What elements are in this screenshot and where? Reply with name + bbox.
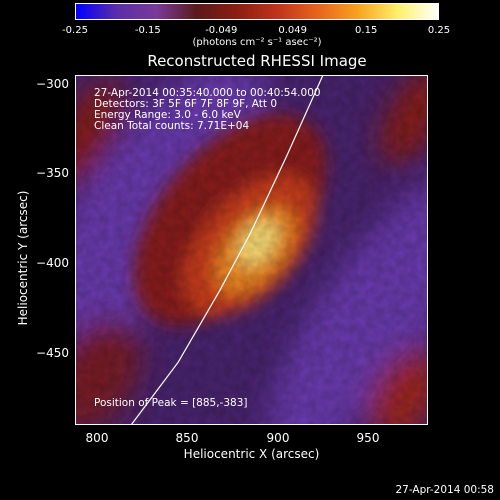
- x-tick-label: 850: [175, 431, 199, 445]
- peak-position-label: Position of Peak = [885,-383]: [94, 397, 248, 409]
- chart-title: Reconstructed RHESSI Image: [147, 52, 367, 70]
- rhessi-map-image: [75, 75, 428, 425]
- x-tick-label: 950: [356, 431, 380, 445]
- colorbar-tick: 0.25: [427, 25, 451, 36]
- y-tick-label: −400: [36, 256, 69, 270]
- colorbar-tick: -0.15: [134, 25, 161, 36]
- x-axis-label: Heliocentric X (arcsec): [183, 447, 320, 461]
- colorbar-tick: -0.25: [62, 25, 88, 36]
- y-axis-label: Heliocentric Y (arcsec): [16, 190, 30, 326]
- y-tick-label: −350: [36, 166, 69, 180]
- footer-timestamp: 27-Apr-2014 00:58: [395, 484, 494, 496]
- colorbar-tick: 0.15: [355, 25, 378, 36]
- plot-frame: [75, 75, 428, 425]
- colorbar: [75, 3, 439, 20]
- colorbar-units: (photons cm⁻² s⁻¹ asec⁻²): [192, 37, 322, 48]
- annotation-clean: Clean Total counts: 7.71E+04: [94, 120, 250, 132]
- colorbar-tick: -0.049: [205, 25, 238, 36]
- annotation-detectors: Detectors: 3F 5F 6F 7F 8F 9F, Att 0: [94, 98, 278, 110]
- y-tick-label: −300: [36, 77, 69, 91]
- annotation-energy: Energy Range: 3.0 - 6.0 keV: [94, 109, 241, 121]
- annotation-time: 27-Apr-2014 00:35:40.000 to 00:40:54.000: [94, 87, 321, 99]
- colorbar-tick: 0.049: [278, 25, 307, 36]
- x-tick-label: 900: [266, 431, 290, 445]
- y-tick-label: −450: [36, 346, 69, 360]
- x-tick-label: 800: [85, 431, 109, 445]
- solar-limb-line: [130, 75, 324, 425]
